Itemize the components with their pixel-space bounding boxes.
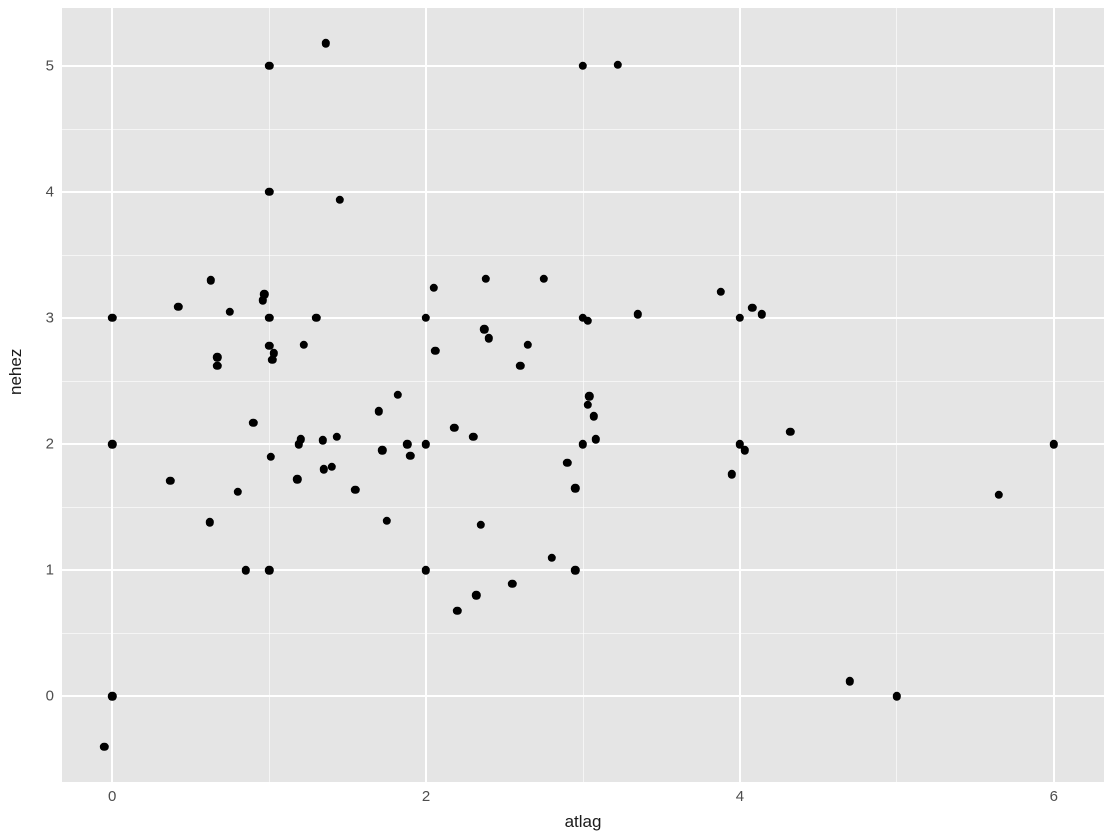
x-tick-label: 0 <box>108 788 116 805</box>
x-grid-major <box>739 8 741 782</box>
x-tick-label: 2 <box>422 788 430 805</box>
y-grid-minor <box>62 507 1104 508</box>
y-tick-label: 0 <box>46 688 54 705</box>
scatter-chart: atlag nehez 0 2 4 6 0 1 2 3 4 5 <box>0 0 1112 834</box>
y-tick-label: 5 <box>46 57 54 74</box>
x-grid-major <box>425 8 427 782</box>
y-tick-label: 2 <box>46 436 54 453</box>
y-tick-label: 3 <box>46 310 54 327</box>
x-axis-title: atlag <box>565 812 602 832</box>
y-axis-title: nehez <box>6 349 26 395</box>
x-tick-label: 6 <box>1050 788 1058 805</box>
x-tick-label: 4 <box>736 788 744 805</box>
y-grid-minor <box>62 381 1104 382</box>
x-grid-major <box>1053 8 1055 782</box>
x-grid-minor <box>896 8 897 782</box>
x-grid-minor <box>269 8 270 782</box>
y-tick-label: 1 <box>46 562 54 579</box>
y-grid-major <box>62 191 1104 193</box>
x-grid-major <box>111 8 113 782</box>
x-grid-minor <box>583 8 584 782</box>
y-grid-major <box>62 695 1104 697</box>
y-grid-minor <box>62 129 1104 130</box>
y-grid-minor <box>62 633 1104 634</box>
y-grid-minor <box>62 255 1104 256</box>
y-grid-major <box>62 569 1104 571</box>
y-tick-label: 4 <box>46 184 54 201</box>
